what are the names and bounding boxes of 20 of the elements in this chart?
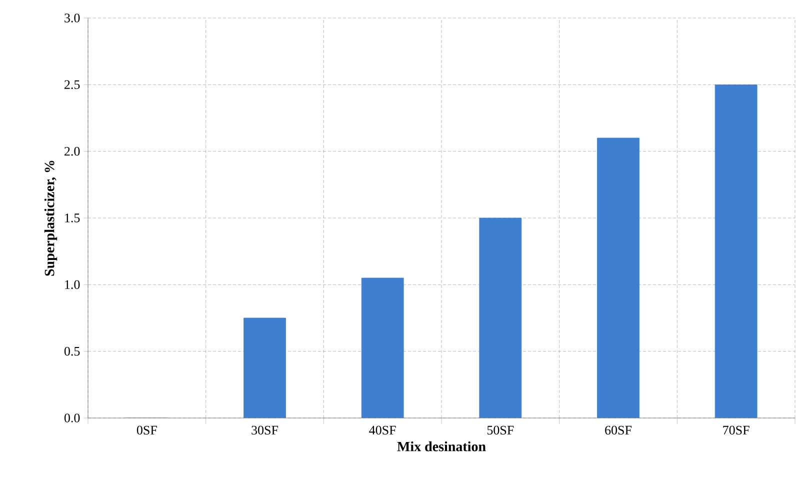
y-tick-label: 2.0: [64, 146, 80, 156]
bar: [479, 218, 522, 418]
x-tick-label: 30SF: [252, 426, 278, 435]
x-tick-label: 60SF: [605, 426, 632, 435]
x-tick-label: 0SF: [136, 426, 157, 435]
y-tick-label: 1.5: [65, 214, 80, 222]
bar: [361, 278, 404, 418]
bar: [597, 138, 640, 418]
y-tick-label: 2.5: [64, 80, 80, 90]
y-tick-label: 0.0: [64, 414, 80, 422]
x-tick-label: 50SF: [487, 426, 514, 435]
y-tick-label: 0.5: [64, 346, 80, 356]
x-tick-label: 40SF: [369, 426, 396, 435]
x-axis-title: Mix desination: [397, 441, 486, 452]
y-tick-label: 1.0: [65, 280, 80, 290]
y-axis-title: Superplasticizer, %: [44, 160, 58, 276]
bar: [244, 318, 286, 418]
y-tick-label: 3.0: [64, 14, 80, 22]
bar: [714, 84, 758, 418]
x-tick-label: 70SF: [723, 426, 750, 435]
